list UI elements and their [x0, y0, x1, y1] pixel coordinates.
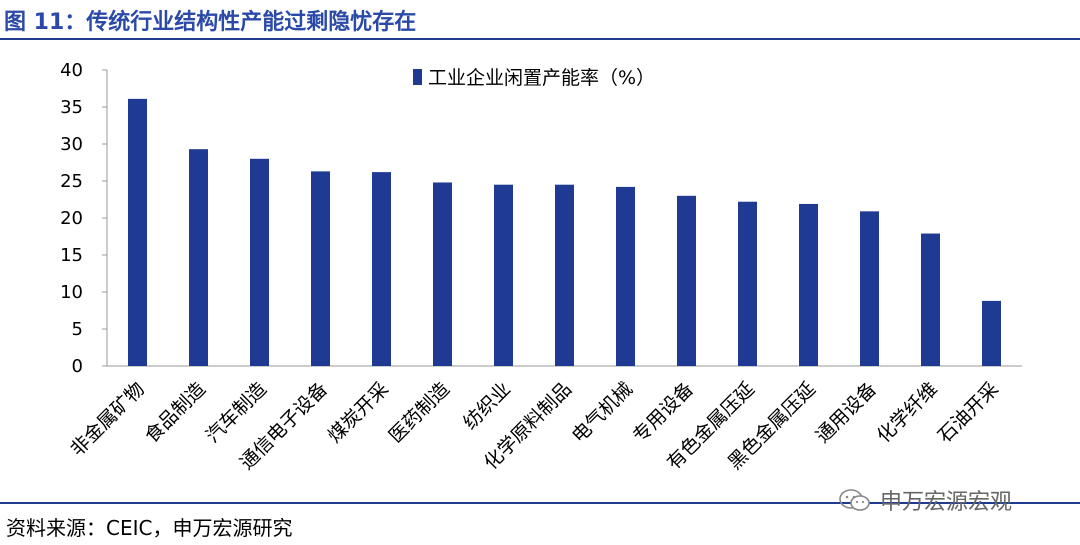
bar	[128, 98, 147, 367]
bar	[311, 171, 330, 366]
y-tick-label: 10	[60, 282, 83, 303]
bar	[372, 172, 391, 366]
x-tick-label: 化学纤维	[873, 378, 942, 447]
bar	[616, 186, 635, 366]
watermark-text: 申万宏源宏观	[880, 490, 1013, 515]
y-tick-label: 5	[72, 319, 83, 340]
y-tick-label: 20	[60, 208, 83, 229]
figure-title: 图 11：传统行业结构性产能过剩隐忧存在	[4, 10, 417, 35]
bar	[250, 158, 269, 366]
y-tick-label: 40	[60, 60, 83, 81]
legend-swatch	[413, 69, 422, 85]
y-tick-label: 25	[60, 171, 83, 192]
y-tick-label: 35	[60, 97, 83, 118]
y-tick-label: 15	[60, 245, 83, 266]
bars	[128, 98, 1001, 367]
bar	[921, 233, 940, 366]
x-tick-label: 医药制造	[385, 378, 454, 447]
bar	[860, 211, 879, 366]
y-tick-label: 30	[60, 134, 83, 155]
x-tick-label: 通用设备	[812, 378, 881, 447]
x-tick-label: 煤炭开采	[324, 378, 393, 447]
bar	[677, 195, 696, 366]
bar-chart: 0 5 10 15 20 25 30 35 40 非金属矿物食品制造汽车制造通信电子设备煤炭开采…	[60, 60, 1022, 474]
wechat-icon	[839, 489, 870, 511]
legend: 工业企业闲置产能率（%）	[413, 67, 655, 89]
bar	[799, 203, 818, 366]
bar	[982, 300, 1001, 366]
bar	[433, 182, 452, 366]
x-tick-label: 食品制造	[141, 378, 210, 447]
source-note: 资料来源：CEIC，申万宏源研究	[6, 516, 293, 540]
x-tick-label: 电气机械	[568, 378, 637, 447]
bar	[494, 184, 513, 366]
bar	[738, 201, 757, 366]
x-tick-label: 非金属矿物	[66, 378, 149, 461]
top-rule	[0, 38, 1080, 40]
x-tick-label: 石油开采	[934, 378, 1003, 447]
y-tick-label: 0	[72, 356, 83, 377]
bar	[189, 149, 208, 366]
bar	[555, 184, 574, 366]
legend-label: 工业企业闲置产能率（%）	[428, 67, 655, 89]
y-tick-labels: 0 5 10 15 20 25 30 35 40	[60, 60, 83, 377]
bottom-rule	[0, 502, 1080, 504]
watermark: 申万宏源宏观	[838, 484, 1012, 516]
x-tick-label: 纺织业	[459, 378, 515, 434]
